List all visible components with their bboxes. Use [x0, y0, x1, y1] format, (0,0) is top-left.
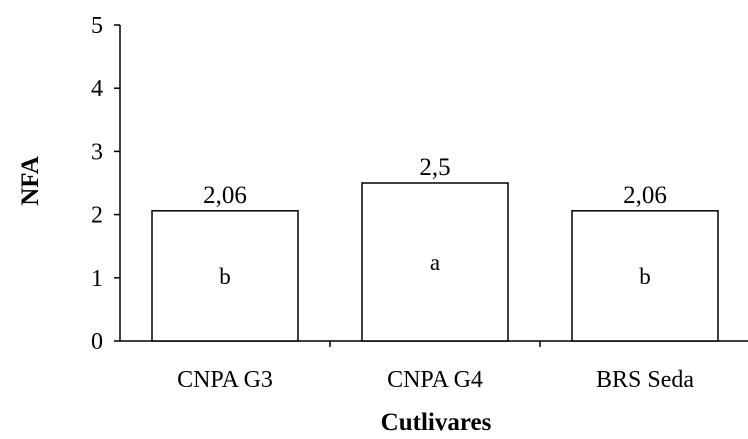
y-tick-label: 1 — [91, 266, 103, 292]
data-label: 2,06 — [203, 182, 247, 209]
significance-letter: a — [430, 250, 440, 275]
bars — [151, 182, 719, 342]
x-tick-label: BRS Seda — [596, 367, 694, 393]
bar-labels: 2,06 b 2,5 a 2,06 b — [203, 154, 667, 289]
y-axis: 0 1 2 3 4 5 — [91, 13, 121, 355]
x-axis-title: Cutlivares — [381, 409, 492, 436]
bar — [361, 182, 509, 342]
significance-letter: b — [219, 264, 231, 289]
y-tick-label: 0 — [91, 329, 103, 355]
y-tick-label: 2 — [91, 203, 103, 229]
y-tick-label: 3 — [91, 139, 103, 165]
data-label: 2,06 — [623, 182, 667, 209]
x-tick-label: CNPA G3 — [177, 367, 273, 393]
x-tick-label: CNPA G4 — [387, 367, 483, 393]
bar — [571, 210, 719, 342]
y-axis-title: NFA — [17, 156, 44, 206]
y-tick-label: 4 — [91, 76, 103, 102]
data-label: 2,5 — [419, 154, 450, 181]
bar — [151, 210, 299, 342]
x-axis: CNPA G3 CNPA G4 BRS Seda — [120, 340, 748, 393]
significance-letter: b — [639, 264, 651, 289]
y-tick-label: 5 — [91, 13, 103, 39]
